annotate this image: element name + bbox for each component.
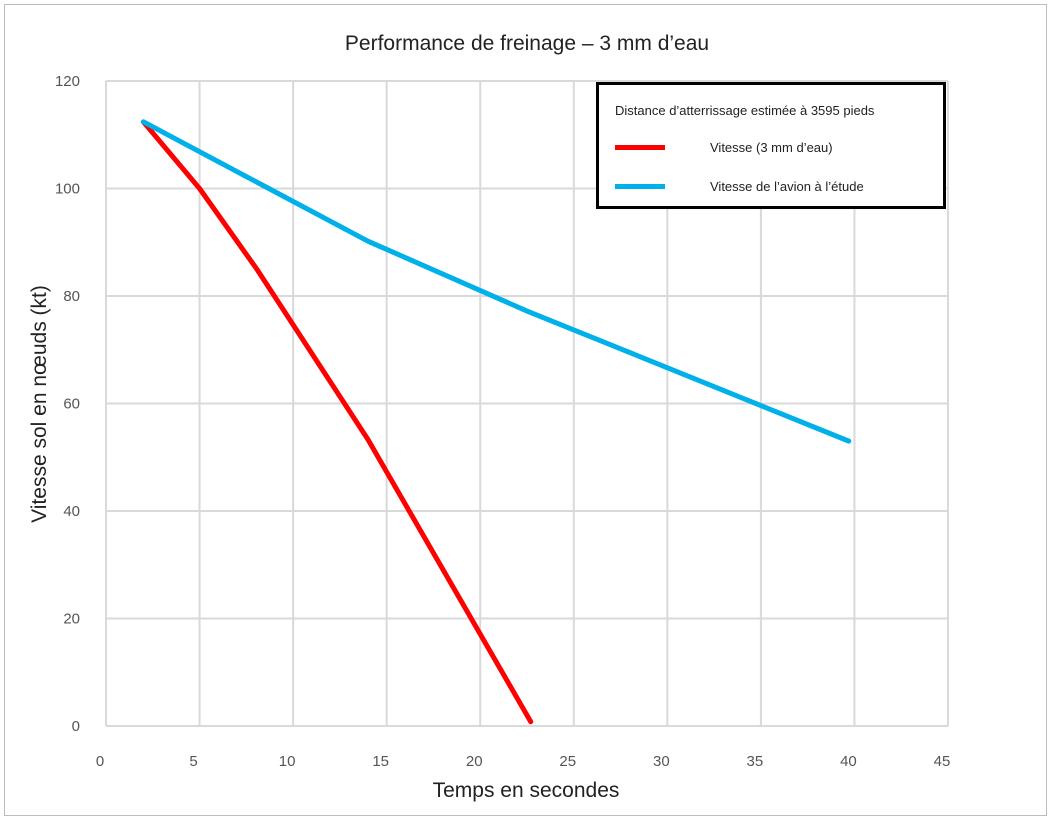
legend-swatch-blue — [615, 184, 665, 189]
x-tick-label: 25 — [559, 753, 576, 770]
y-tick-label: 120 — [55, 73, 80, 90]
legend: Distance d’atterrissage estimée à 3595 p… — [596, 82, 946, 209]
series-line-blue — [140, 119, 852, 444]
y-tick-label: 20 — [63, 611, 80, 628]
legend-item-blue: Vitesse de l’avion à l’étude — [615, 179, 864, 194]
x-tick-label: 5 — [189, 753, 197, 770]
x-axis-label: Temps en secondes — [433, 779, 620, 802]
y-tick-label: 100 — [55, 181, 80, 198]
legend-label: Vitesse de l’avion à l’étude — [710, 179, 864, 194]
x-tick-label: 10 — [279, 753, 296, 770]
y-axis-label: Vitesse sol en nœuds (kt) — [28, 285, 51, 523]
y-tick-label: 60 — [63, 396, 80, 413]
legend-swatch-red — [615, 145, 665, 150]
series-line-red — [140, 119, 534, 725]
x-tick-label: 35 — [747, 753, 764, 770]
x-tick-label: 20 — [466, 753, 483, 770]
legend-title: Distance d’atterrissage estimée à 3595 p… — [615, 103, 875, 118]
chart-frame — [4, 4, 1047, 816]
y-tick-label: 0 — [72, 718, 80, 735]
chart-title: Performance de freinage – 3 mm d’eau — [345, 32, 709, 55]
y-tick-label: 80 — [63, 288, 80, 305]
legend-label: Vitesse (3 mm d’eau) — [710, 140, 833, 155]
x-tick-label: 45 — [934, 753, 951, 770]
y-tick-label: 40 — [63, 503, 80, 520]
x-tick-label: 0 — [96, 753, 104, 770]
x-tick-label: 15 — [372, 753, 389, 770]
x-tick-label: 30 — [653, 753, 670, 770]
legend-item-red: Vitesse (3 mm d’eau) — [615, 140, 833, 155]
x-tick-label: 40 — [840, 753, 857, 770]
